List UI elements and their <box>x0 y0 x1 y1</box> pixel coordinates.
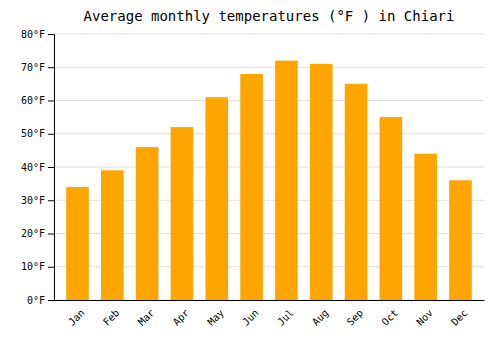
axis-line <box>55 300 485 301</box>
tick-label: 20°F <box>21 228 45 239</box>
x-axis: Jan Feb Mar Apr May Jun Jul Aug Sep Oct Nov Dec <box>55 301 485 328</box>
tick-mark <box>48 101 54 102</box>
grid-line <box>54 100 484 101</box>
tick: Nov <box>414 307 435 328</box>
tick-label: 80°F <box>21 29 45 40</box>
tick: Jul <box>275 307 296 328</box>
plot: 0°F 10°F 20°F 30°F 40°F 50°F 60°F 70°F 80°F Jan Fe… <box>21 29 485 328</box>
bar <box>205 97 228 300</box>
tick: 20°F <box>21 228 54 239</box>
bar <box>136 147 159 300</box>
tick: May <box>205 307 226 328</box>
bar <box>66 187 89 300</box>
tick: 80°F <box>21 29 54 40</box>
bar <box>310 64 333 300</box>
tick: Jun <box>240 307 261 328</box>
tick-label: 70°F <box>21 62 45 73</box>
bar <box>449 180 472 300</box>
bar <box>275 61 298 300</box>
tick-label: Nov <box>414 307 435 328</box>
tick: Mar <box>136 307 157 328</box>
tick-mark <box>48 167 54 168</box>
tick-label: Jun <box>240 307 261 328</box>
axis-line <box>48 35 55 301</box>
tick: 10°F <box>21 261 54 272</box>
grid-line <box>54 34 484 35</box>
grid <box>54 34 484 300</box>
title: Average monthly temperatures (°F ) in Ch… <box>84 8 455 24</box>
tick-mark <box>48 234 54 235</box>
y-axis: 0°F 10°F 20°F 30°F 40°F 50°F 60°F 70°F 80°F <box>21 29 55 306</box>
tick-label: Mar <box>136 307 157 328</box>
tick: Dec <box>449 307 470 328</box>
tick-label: Oct <box>380 307 401 328</box>
tick: 30°F <box>21 195 54 206</box>
tick-label: 40°F <box>21 162 45 173</box>
tick-label: 30°F <box>21 195 45 206</box>
bars <box>66 61 472 300</box>
tick: 70°F <box>21 62 54 73</box>
tick-label: Apr <box>171 307 192 328</box>
chart: 0°F 10°F 20°F 30°F 40°F 50°F 60°F 70°F 80°F Jan Fe… <box>0 0 500 350</box>
tick-label: Aug <box>310 307 331 328</box>
tick-label: 10°F <box>21 261 45 272</box>
tick: 40°F <box>21 162 54 173</box>
bar <box>380 117 403 300</box>
tick: 50°F <box>21 128 54 139</box>
tick-label: 0°F <box>27 295 45 306</box>
tick-label: Feb <box>101 307 122 328</box>
tick-label: May <box>205 307 226 328</box>
tick: 0°F <box>27 295 54 306</box>
tick: Feb <box>101 307 122 328</box>
bar <box>171 127 194 300</box>
tick-mark <box>48 200 54 201</box>
tick-mark <box>48 267 54 268</box>
tick: Jan <box>66 307 87 328</box>
tick-mark <box>48 300 54 301</box>
bar <box>414 154 437 300</box>
tick-label: Dec <box>449 307 470 328</box>
tick-label: 60°F <box>21 95 45 106</box>
tick-label: Jul <box>275 307 296 328</box>
tick-mark <box>48 67 54 68</box>
bar <box>240 74 263 300</box>
tick-label: Sep <box>345 307 366 328</box>
tick: Sep <box>345 307 366 328</box>
tick-label: 50°F <box>21 128 45 139</box>
tick-mark <box>48 134 54 135</box>
grid-line <box>54 133 484 134</box>
bar <box>345 84 368 300</box>
tick-label: Jan <box>66 307 87 328</box>
bar <box>101 170 124 300</box>
tick: Apr <box>171 307 192 328</box>
tick: Aug <box>310 307 331 328</box>
tick: Oct <box>380 307 401 328</box>
grid-line <box>54 67 484 68</box>
tick-mark <box>48 34 54 35</box>
tick: 60°F <box>21 95 54 106</box>
